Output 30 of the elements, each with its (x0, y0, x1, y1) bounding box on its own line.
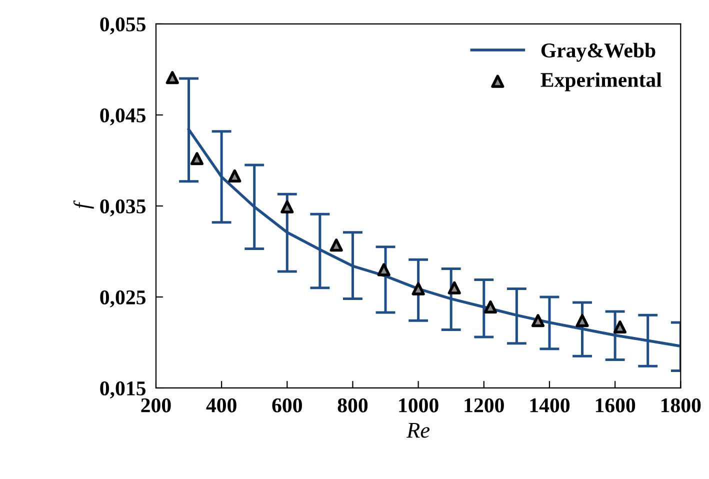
point (613, 320, 627, 334)
point (228, 169, 242, 182)
point (330, 238, 343, 252)
point (484, 300, 497, 314)
x-tick-label: 1000 (399, 398, 438, 412)
x-tick-label: 1600 (596, 398, 636, 412)
y-tick-label: 0,035 (100, 199, 146, 216)
x-tick-label: 400 (206, 398, 236, 412)
x-tick-label: 1800 (661, 398, 701, 412)
y-tick-label: 0,015 (100, 381, 146, 398)
point (576, 314, 589, 328)
y-tick-label: 0,055 (100, 17, 146, 34)
y-tick-label: 0,045 (100, 108, 146, 126)
legend-label: Gray&Webb (541, 42, 656, 62)
point (166, 71, 179, 84)
point (448, 281, 461, 294)
point (280, 200, 294, 214)
y-tick-label: 0,025 (100, 290, 146, 308)
x-tick-label: 1400 (530, 398, 570, 412)
x-tick-label: 1200 (464, 398, 504, 412)
point (190, 152, 204, 166)
x-tick-label: 600 (272, 398, 302, 412)
point (531, 314, 545, 328)
x-tick-label: 800 (338, 398, 368, 412)
x-axis-title: Re (406, 423, 430, 438)
legend-label: Experimental (540, 72, 662, 92)
point (412, 282, 425, 296)
y-axis-title: f (73, 200, 94, 209)
point (377, 263, 390, 276)
x-tick-label: 200 (141, 398, 171, 412)
